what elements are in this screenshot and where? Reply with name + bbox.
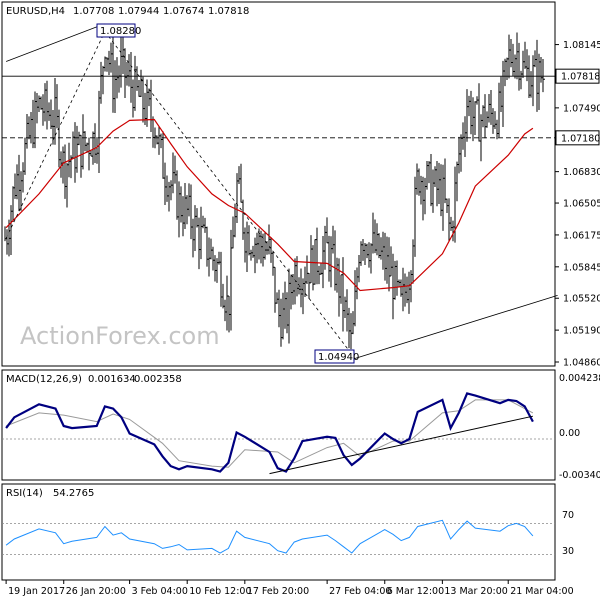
annotation-high: 1.08280 xyxy=(96,23,141,38)
price-header: EURUSD,H4 1.07708 1.07944 1.07674 1.0781… xyxy=(6,6,249,17)
time-tick-label: 6 Mar 12:00 xyxy=(387,586,444,597)
time-tick-label: 13 Mar 20:00 xyxy=(444,586,507,597)
macd-trendline xyxy=(269,415,534,475)
price-tick-label: 1.06830 xyxy=(563,167,600,178)
annotation-high-label: 1.08280 xyxy=(100,26,141,37)
macd-tick-zero: 0.00 xyxy=(559,428,580,439)
watermark: ActionForex.com xyxy=(20,322,220,350)
rsi-value: 54.2765 xyxy=(53,488,94,499)
macd-axis: 0.004238 0.00 -0.003404 xyxy=(559,373,600,481)
price-trendline xyxy=(5,31,106,239)
time-axis: 19 Jan 2017 26 Jan 20:00 3 Feb 04:00 10 Feb… xyxy=(5,580,574,597)
rsi-axis: 70 30 xyxy=(562,510,574,557)
macd-signal-value: 0.002358 xyxy=(134,374,182,385)
price-label-box xyxy=(555,68,600,84)
moving-average-line xyxy=(5,118,534,292)
time-tick-label: 21 Mar 04:00 xyxy=(510,586,573,597)
price-label-box xyxy=(555,130,600,146)
macd-header: MACD(12,26,9) 0.001634 0.002358 xyxy=(6,374,182,385)
ohlc-open: 1.07708 xyxy=(73,6,114,17)
price-trendline xyxy=(104,31,353,355)
symbol-label: EURUSD,H4 xyxy=(6,6,65,17)
price-trendline xyxy=(5,23,106,62)
ohlc-close: 1.07818 xyxy=(208,6,249,17)
macd-title: MACD(12,26,9) xyxy=(6,374,82,385)
price-label: 1.07818 xyxy=(561,72,600,83)
price-tick-label: 1.04860 xyxy=(563,358,600,369)
macd-plot xyxy=(2,392,555,475)
ohlc-low: 1.07674 xyxy=(163,6,204,17)
time-tick-label: 26 Jan 20:00 xyxy=(66,586,126,597)
price-trendline xyxy=(343,294,558,363)
price-tick-label: 1.05845 xyxy=(563,262,600,273)
time-tick-label: 19 Jan 2017 xyxy=(8,586,65,597)
macd-panel-frame xyxy=(1,369,556,481)
macd-signal-line xyxy=(5,399,534,468)
price-plot xyxy=(2,23,558,363)
time-tick-label: 10 Feb 12:00 xyxy=(189,586,251,597)
rsi-plot xyxy=(2,519,555,555)
price-tick-label: 1.06505 xyxy=(563,199,600,210)
time-tick-label: 17 Feb 20:00 xyxy=(247,586,309,597)
price-tick-label: 1.05520 xyxy=(563,294,600,305)
rsi-tick-30: 30 xyxy=(562,546,574,557)
price-axis: 1.08145 1.07490 1.06830 1.06505 1.06175 1.058… xyxy=(555,40,600,369)
rsi-tick-70: 70 xyxy=(562,510,574,521)
annotation-high-box xyxy=(96,23,136,38)
price-tick-label: 1.05190 xyxy=(563,326,600,337)
annotation-low-box xyxy=(314,349,355,364)
ohlc-high: 1.07944 xyxy=(118,6,159,17)
price-panel-frame xyxy=(1,1,556,367)
macd-value: 0.001634 xyxy=(88,374,136,385)
time-tick-label: 27 Feb 04:00 xyxy=(329,586,391,597)
macd-tick-top: 0.004238 xyxy=(559,373,600,384)
rsi-title: RSI(14) xyxy=(6,488,43,499)
ohlc-bars xyxy=(4,32,545,350)
rsi-panel-frame xyxy=(1,483,556,581)
rsi-line xyxy=(5,519,534,554)
rsi-header: RSI(14) 54.2765 xyxy=(6,488,94,499)
annotation-low-label: 1.04940 xyxy=(318,352,359,363)
price-label: 1.07180 xyxy=(561,133,600,144)
price-tick-label: 1.07490 xyxy=(563,103,600,114)
macd-tick-bottom: -0.003404 xyxy=(559,470,600,481)
macd-line xyxy=(5,392,534,473)
annotation-low: 1.04940 xyxy=(314,349,359,364)
price-tick-label: 1.08145 xyxy=(563,40,600,51)
time-tick-label: 3 Feb 04:00 xyxy=(132,586,188,597)
price-tick-label: 1.06175 xyxy=(563,230,600,241)
